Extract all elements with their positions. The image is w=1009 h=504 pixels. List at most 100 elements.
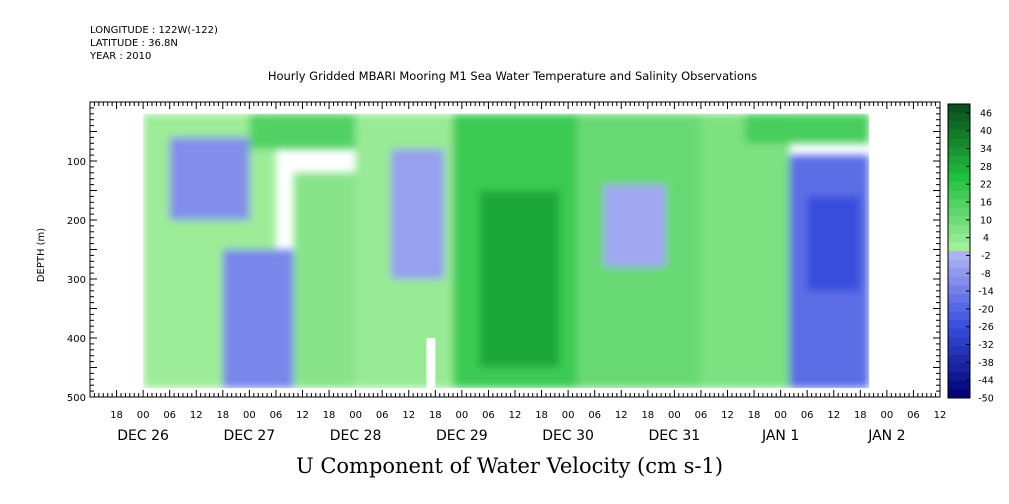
colorbar-label: -8	[981, 269, 990, 280]
colorbar-swatch	[948, 112, 970, 122]
x-tick-label: 06	[270, 410, 283, 421]
colorbar-swatch	[948, 372, 970, 382]
x-tick-label: 06	[801, 410, 814, 421]
metadata-block: LONGITUDE : 122W(-122) LATITUDE : 36.8N …	[90, 24, 218, 63]
colorbar-swatch	[948, 328, 970, 338]
colorbar-swatch	[948, 276, 970, 287]
x-tick-label: 00	[562, 410, 575, 421]
y-tick-label: 300	[67, 275, 86, 286]
colorbar-swatch	[948, 337, 970, 347]
colorbar-swatch	[948, 190, 970, 200]
colorbar-swatch	[948, 354, 970, 364]
heatmap-cell-8	[479, 190, 560, 368]
colorbar-swatch	[948, 311, 970, 321]
colorbar-label: -44	[978, 376, 994, 387]
x-tick-label: 00	[243, 410, 256, 421]
heatmap-cell-10	[603, 184, 666, 268]
x-tick-label: 06	[907, 410, 920, 421]
y-tick-label: 500	[67, 393, 86, 404]
colorbar-label: -20	[978, 304, 994, 315]
year-label: YEAR : 2010	[90, 51, 152, 62]
x-tick-label: 12	[402, 410, 415, 421]
colorbar-swatch	[948, 242, 970, 252]
colorbar-swatch	[948, 389, 970, 399]
x-tick-label: 12	[827, 410, 840, 421]
x-tick-label: 18	[429, 410, 442, 421]
colorbar-label: 22	[980, 180, 992, 191]
heatmap-cell-14	[807, 196, 861, 291]
heatmap-field	[143, 113, 870, 389]
colorbar-swatch	[948, 147, 970, 157]
colorbar-swatch	[948, 173, 970, 183]
x-tick-label: 18	[854, 410, 867, 421]
x-date-label: JAN 1	[761, 428, 799, 444]
x-date-label: DEC 29	[436, 428, 488, 444]
colorbar-swatch	[948, 380, 970, 390]
x-date-label: DEC 31	[649, 428, 701, 444]
variable-title: U Component of Water Velocity (cm s-1)	[295, 454, 724, 478]
x-tick-label: 00	[137, 410, 150, 421]
colorbar-label: 16	[980, 198, 992, 209]
colorbar-swatch	[948, 181, 970, 191]
colorbar-swatch	[948, 268, 970, 278]
colorbar-label: 40	[980, 126, 992, 137]
colorbar-swatch	[948, 216, 970, 226]
x-tick-label: 18	[641, 410, 654, 421]
colorbar-label: 46	[980, 108, 992, 119]
x-date-label: DEC 28	[330, 428, 382, 444]
colorbar-swatch	[948, 233, 970, 243]
x-tick-label: 18	[323, 410, 336, 421]
heatmap-cell-12	[745, 113, 870, 144]
y-axis-label: DEPTH (m)	[36, 228, 47, 282]
x-tick-label: 00	[456, 410, 469, 421]
y-tick-label: 100	[67, 157, 86, 168]
x-date-label: JAN 2	[867, 428, 905, 444]
x-tick-label: 12	[934, 410, 947, 421]
chart-title: Hourly Gridded MBARI Mooring M1 Sea Wate…	[267, 69, 758, 83]
missing-data-0	[426, 338, 436, 389]
x-tick-label: 18	[748, 410, 761, 421]
colorbar-swatch	[948, 104, 970, 114]
x-tick-label: 00	[668, 410, 681, 421]
x-tick-label: 18	[110, 410, 123, 421]
x-tick-label: 06	[588, 410, 601, 421]
colorbar-swatch	[948, 138, 970, 148]
colorbar-swatch	[948, 207, 970, 217]
x-tick-label: 06	[695, 410, 708, 421]
colorbar-label: 28	[980, 162, 992, 173]
latitude-label: LATITUDE : 36.8N	[90, 38, 178, 49]
x-date-label: DEC 30	[542, 428, 594, 444]
x-tick-label: 00	[881, 410, 894, 421]
colorbar-swatch	[948, 251, 970, 261]
heatmap-cell-3	[249, 113, 356, 150]
colorbar-label: -26	[978, 322, 994, 333]
x-tick-label: 06	[482, 410, 495, 421]
colorbar-label: -38	[978, 358, 994, 369]
colorbar-label: -14	[978, 287, 994, 298]
colorbar-swatch	[948, 129, 970, 140]
x-date-label: DEC 26	[117, 428, 169, 444]
x-tick-label: 00	[349, 410, 362, 421]
x-tick-label: 12	[190, 410, 203, 421]
colorbar-swatch	[948, 199, 970, 209]
colorbar-swatch	[948, 121, 970, 131]
heatmap-cell-1	[169, 137, 250, 220]
longitude-label: LONGITUDE : 122W(-122)	[90, 25, 218, 36]
x-tick-label: 18	[535, 410, 548, 421]
colorbar-label: -2	[981, 251, 990, 262]
x-tick-label: 18	[216, 410, 229, 421]
colorbar-swatch	[948, 164, 970, 174]
x-tick-label: 12	[509, 410, 522, 421]
colorbar-swatch	[948, 320, 970, 330]
colorbar-label: 4	[983, 233, 989, 244]
colorbar-frame	[947, 103, 971, 399]
colorbar-label: -32	[978, 340, 994, 351]
colorbar-label: 34	[980, 144, 992, 155]
colorbar-swatch	[948, 363, 970, 373]
colorbar-swatch	[948, 155, 970, 166]
y-tick-label: 400	[67, 334, 86, 345]
y-tick-label: 200	[67, 216, 86, 227]
x-tick-label: 12	[296, 410, 309, 421]
colorbar-swatch	[948, 259, 970, 269]
